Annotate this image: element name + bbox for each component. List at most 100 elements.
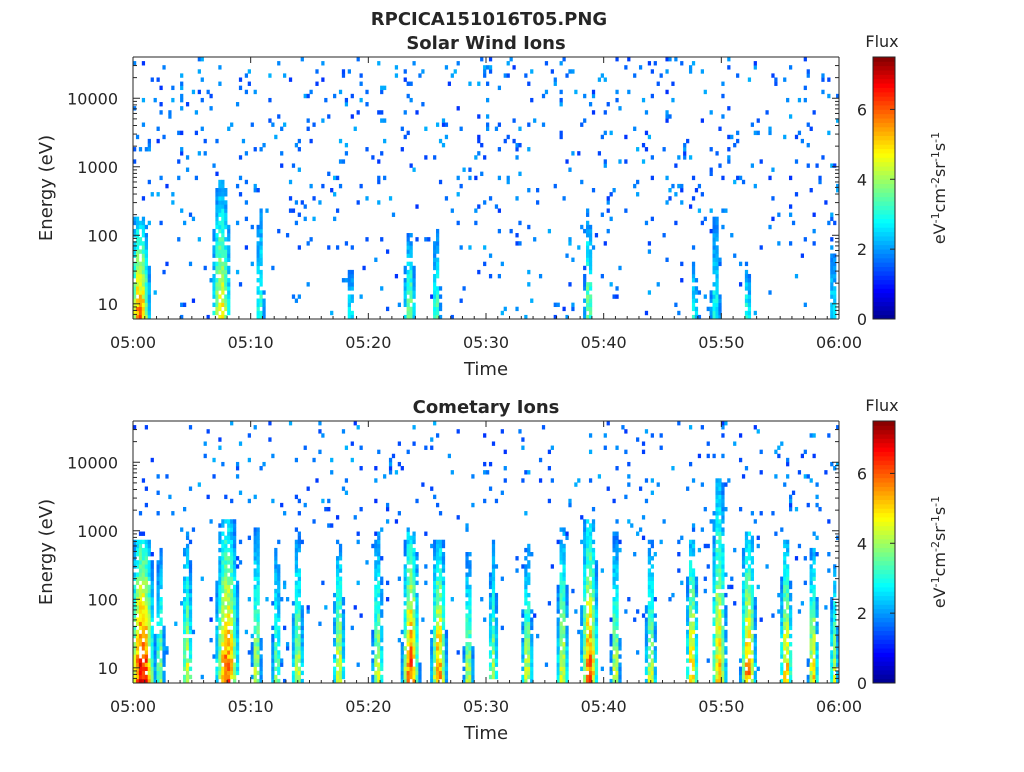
heatmap-cell: [235, 629, 240, 635]
heatmap-cell: [159, 601, 163, 606]
heatmap-cell: [644, 478, 649, 483]
heatmap-cell: [215, 670, 219, 676]
heatmap-cell: [135, 658, 140, 663]
heatmap-cell: [688, 609, 693, 614]
y-tick-label: 1000: [77, 522, 118, 541]
heatmap-cell: [641, 613, 646, 618]
heatmap-cell: [138, 286, 143, 291]
heatmap-cell: [147, 609, 151, 614]
heatmap-cell: [156, 588, 160, 594]
heatmap-cell: [156, 621, 160, 626]
heatmap-cell: [568, 69, 572, 74]
heatmap-cell: [380, 110, 384, 115]
heatmap-cell: [227, 237, 231, 242]
heatmap-cell: [435, 249, 440, 254]
heatmap-cell: [318, 449, 322, 455]
heatmap-cell: [159, 670, 163, 676]
heatmap-cell: [833, 666, 837, 672]
heatmap-cell: [580, 539, 584, 545]
heatmap-cell: [488, 674, 493, 680]
heatmap-cell: [594, 617, 599, 622]
heatmap-cell: [385, 597, 390, 602]
heatmap-cell: [809, 605, 813, 610]
heatmap-cell: [188, 212, 193, 217]
heatmap-cell: [615, 597, 619, 602]
heatmap-cell: [188, 674, 193, 680]
heatmap-cell: [221, 523, 225, 528]
heatmap-cell: [591, 609, 596, 614]
heatmap-cell: [591, 674, 596, 680]
heatmap-cell: [624, 449, 628, 455]
heatmap-cell: [750, 637, 754, 643]
heatmap-cell: [786, 629, 790, 635]
heatmap-cell: [259, 237, 263, 242]
heatmap-cell: [312, 196, 316, 201]
heatmap-cell: [812, 613, 816, 618]
heatmap-cell: [144, 241, 149, 246]
heatmap-cell: [200, 576, 204, 581]
heatmap-cell: [341, 486, 346, 491]
heatmap-cell: [141, 216, 146, 222]
heatmap-cell: [253, 425, 257, 430]
heatmap-cell: [615, 97, 619, 103]
heatmap-cell: [341, 670, 346, 676]
heatmap-cell: [256, 625, 260, 631]
heatmap-cell: [403, 646, 407, 651]
heatmap-cell: [647, 629, 652, 635]
heatmap-cell: [694, 654, 699, 659]
heatmap-cell: [224, 547, 228, 553]
heatmap-cell: [833, 220, 837, 226]
heatmap-cell: [580, 629, 584, 635]
heatmap-cell: [147, 605, 151, 610]
heatmap-cell: [788, 613, 793, 618]
heatmap-cell: [833, 310, 837, 316]
heatmap-cell: [256, 314, 260, 320]
heatmap-cell: [335, 560, 340, 565]
heatmap-cell: [185, 597, 190, 602]
heatmap-cell: [133, 629, 137, 635]
heatmap-cell: [653, 666, 657, 672]
heatmap-cell: [753, 425, 757, 430]
heatmap-cell: [400, 126, 404, 131]
heatmap-cell: [562, 306, 566, 312]
heatmap-cell: [559, 633, 563, 639]
heatmap-cell: [609, 642, 613, 647]
heatmap-cell: [227, 609, 231, 614]
heatmap-cell: [468, 670, 472, 676]
heatmap-cell: [224, 572, 228, 577]
heatmap-cell: [750, 122, 754, 127]
heatmap-cell: [135, 273, 140, 279]
heatmap-cell: [185, 613, 190, 618]
heatmap-cell: [738, 433, 743, 438]
heatmap-cell: [586, 658, 590, 663]
heatmap-cell: [580, 613, 584, 618]
heatmap-cell: [744, 609, 749, 614]
heatmap-cell: [159, 674, 163, 680]
heatmap-cell: [397, 461, 401, 467]
heatmap-cell: [235, 588, 240, 594]
heatmap-cell: [780, 584, 784, 590]
heatmap-cell: [144, 597, 149, 602]
heatmap-cell: [727, 134, 731, 140]
heatmap-cell: [753, 646, 757, 651]
heatmap-cell: [256, 568, 260, 573]
heatmap-cell: [718, 662, 722, 667]
heatmap-cell: [586, 654, 590, 659]
heatmap-cell: [688, 576, 693, 581]
heatmap-cell: [691, 572, 696, 577]
heatmap-cell: [506, 179, 510, 185]
heatmap-cell: [333, 592, 337, 598]
heatmap-cell: [577, 245, 581, 250]
heatmap-cell: [836, 637, 840, 643]
heatmap-cell: [233, 625, 237, 631]
heatmap-cell: [409, 617, 413, 622]
heatmap-cell: [238, 192, 243, 197]
heatmap-cell: [135, 228, 140, 234]
heatmap-cell: [238, 282, 243, 287]
heatmap-cell: [215, 298, 219, 303]
heatmap-cell: [741, 556, 746, 561]
heatmap-cell: [465, 572, 469, 577]
heatmap-cell: [238, 175, 243, 181]
heatmap-cell: [524, 629, 528, 635]
heatmap-cell: [483, 433, 487, 438]
